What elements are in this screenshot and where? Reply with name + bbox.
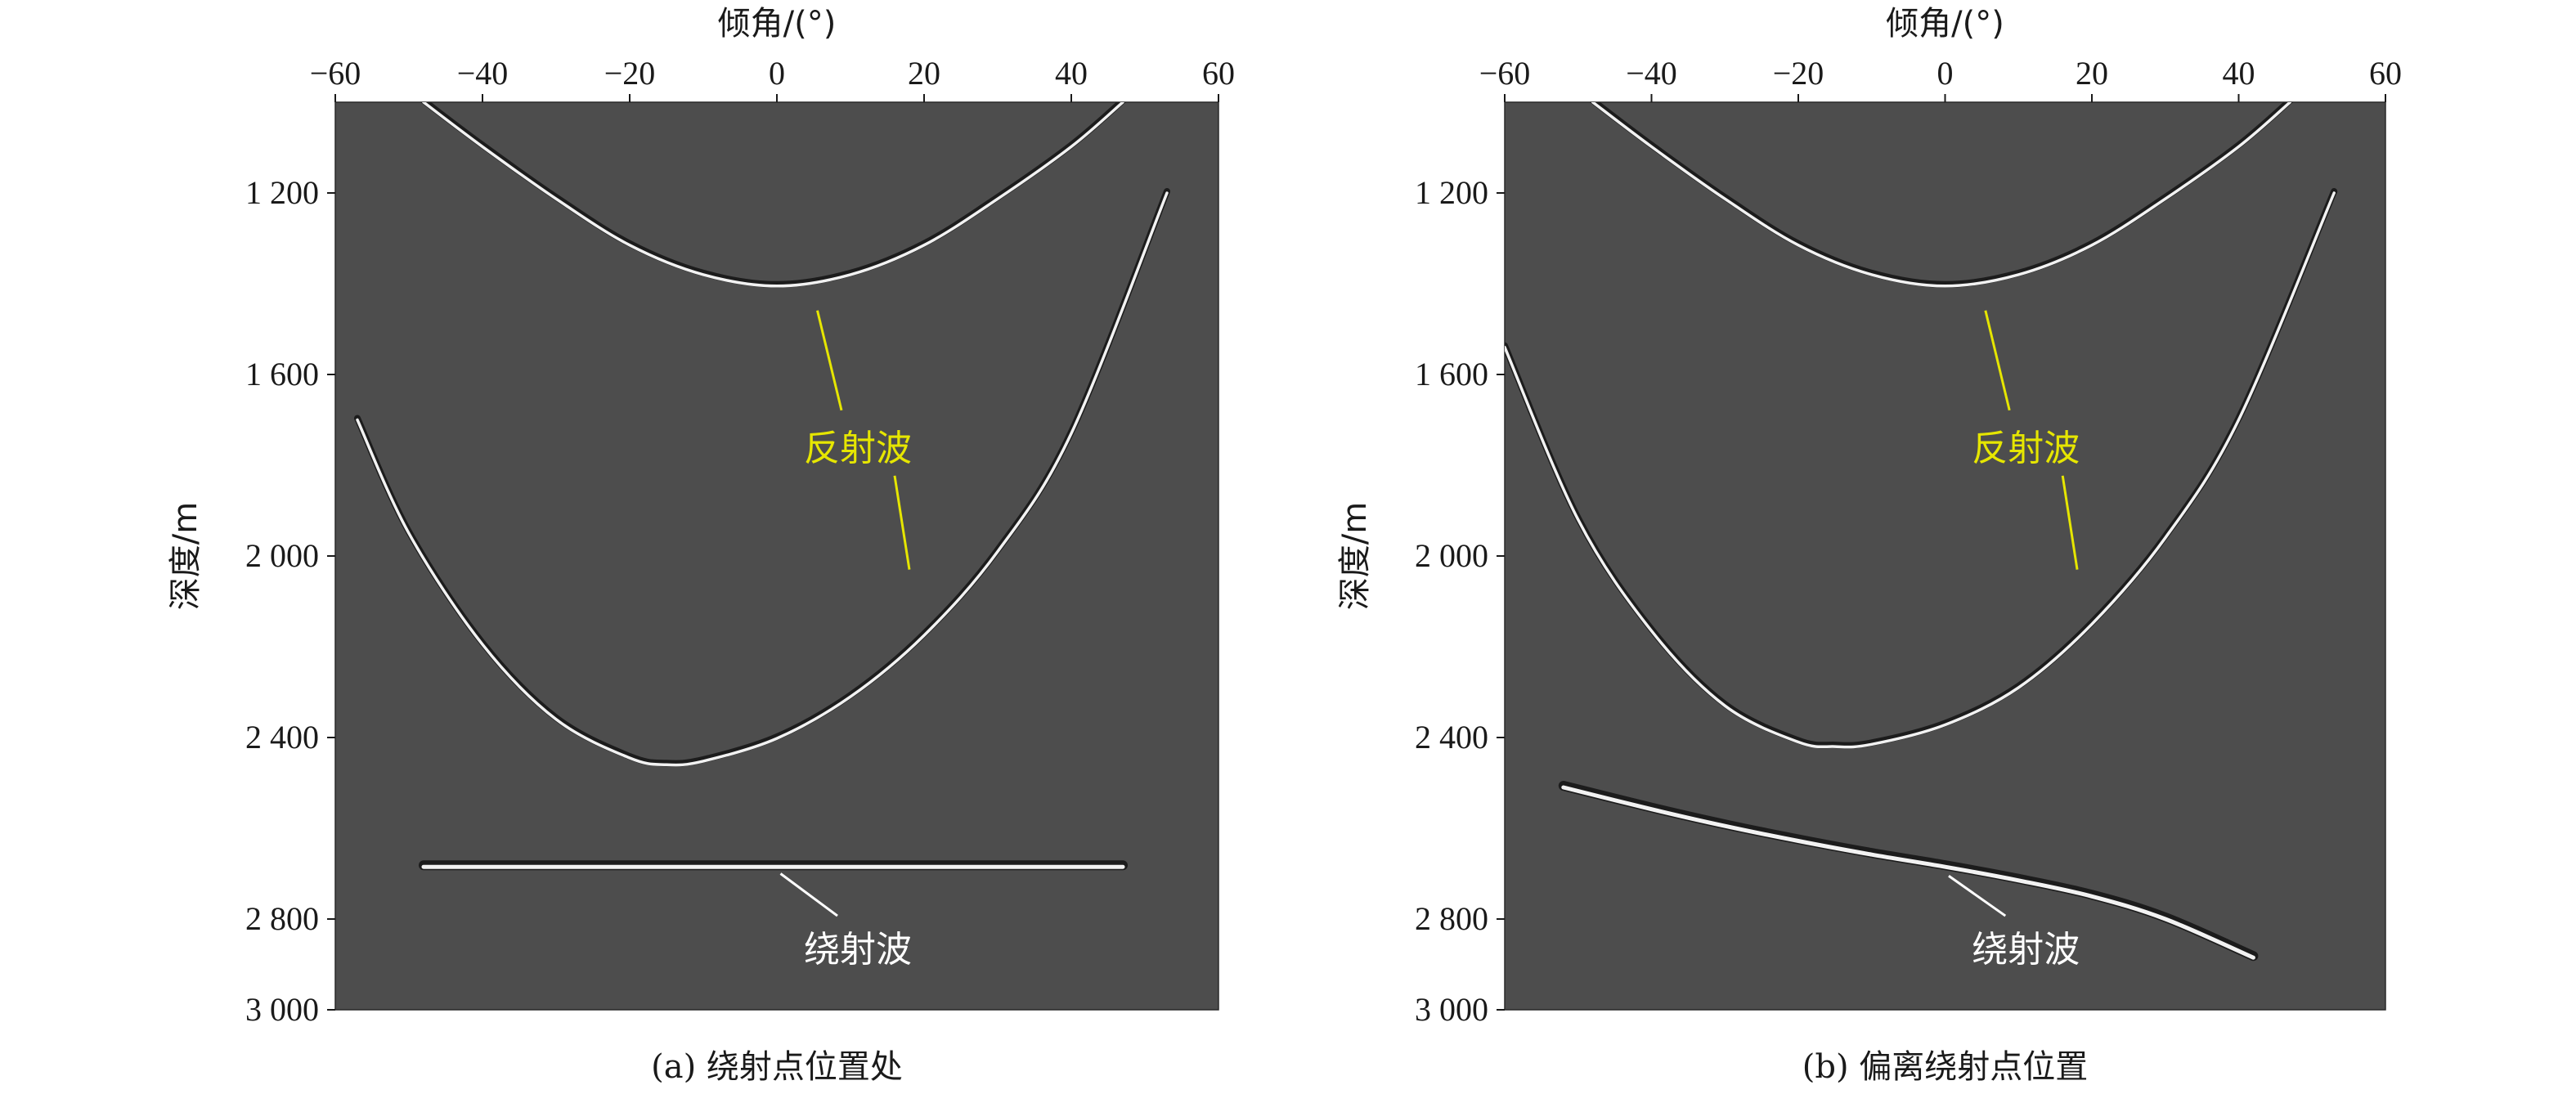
x-tick-label: 0 xyxy=(1937,55,1954,92)
y-tick-label: 2 000 xyxy=(1415,537,1488,574)
x-tick-label: −40 xyxy=(1626,55,1677,92)
y-tick-label: 1 200 xyxy=(245,174,319,211)
x-tick-label: 20 xyxy=(908,55,940,92)
x-tick-label: −20 xyxy=(604,55,656,92)
reflection-leader-lower xyxy=(2061,475,2079,570)
x-tick-label: 60 xyxy=(1202,55,1235,92)
y-tick-label: 2 400 xyxy=(245,719,319,755)
y-tick-label: 1 200 xyxy=(1415,174,1488,211)
plot-area xyxy=(1504,101,2386,1011)
plot-area xyxy=(334,101,1219,1011)
panel-caption: (b) 偏离绕射点位置 xyxy=(1802,1048,2089,1086)
reflection-wave-label: 反射波 xyxy=(804,428,912,469)
seismic-events xyxy=(354,102,1170,871)
reflection-wave-label: 反射波 xyxy=(1972,428,2080,469)
x-tick-label: −60 xyxy=(310,55,361,92)
reflection-leader-lower xyxy=(893,475,911,570)
x-tick-label: −40 xyxy=(457,55,509,92)
y-tick-label: 2 800 xyxy=(1415,900,1488,937)
diffraction-event xyxy=(1561,785,2255,960)
x-tick-label: 40 xyxy=(1055,55,1088,92)
y-axis-title: 深度/m xyxy=(1336,502,1374,610)
reflection-upper-event xyxy=(422,102,1124,288)
diffraction-wave-label: 绕射波 xyxy=(1972,929,2080,971)
y-axis-title: 深度/m xyxy=(167,502,204,610)
x-tick-label: −20 xyxy=(1773,55,1824,92)
reflection-leader-upper xyxy=(816,310,843,411)
diffraction-wave-label: 绕射波 xyxy=(804,929,912,971)
x-axis-title: 倾角/(°) xyxy=(1886,5,2004,43)
y-tick-label: 2 400 xyxy=(1415,719,1488,755)
x-tick-label: 20 xyxy=(2076,55,2108,92)
x-tick-label: 0 xyxy=(769,55,785,92)
y-tick-label: 1 600 xyxy=(245,356,319,392)
y-tick-label: 2 000 xyxy=(245,537,319,574)
x-tick-label: 60 xyxy=(2369,55,2402,92)
seismic-events xyxy=(1505,102,2338,962)
x-tick-label: −60 xyxy=(1479,55,1531,92)
y-tick-label: 1 600 xyxy=(1415,356,1488,392)
reflection-lower-event xyxy=(356,191,1169,767)
x-tick-label: 40 xyxy=(2223,55,2255,92)
diffraction-leader xyxy=(1948,875,2007,917)
reflection-upper-event xyxy=(1591,102,2292,288)
reflection-lower-event xyxy=(1505,191,2336,749)
y-tick-label: 3 000 xyxy=(245,991,319,1028)
x-axis-title: 倾角/(°) xyxy=(718,5,837,43)
panel-caption: (a) 绕射点位置处 xyxy=(651,1048,903,1086)
y-tick-label: 3 000 xyxy=(1415,991,1488,1028)
diffraction-leader xyxy=(779,872,838,917)
reflection-leader-upper xyxy=(1984,310,2011,411)
y-tick-label: 2 800 xyxy=(245,900,319,937)
